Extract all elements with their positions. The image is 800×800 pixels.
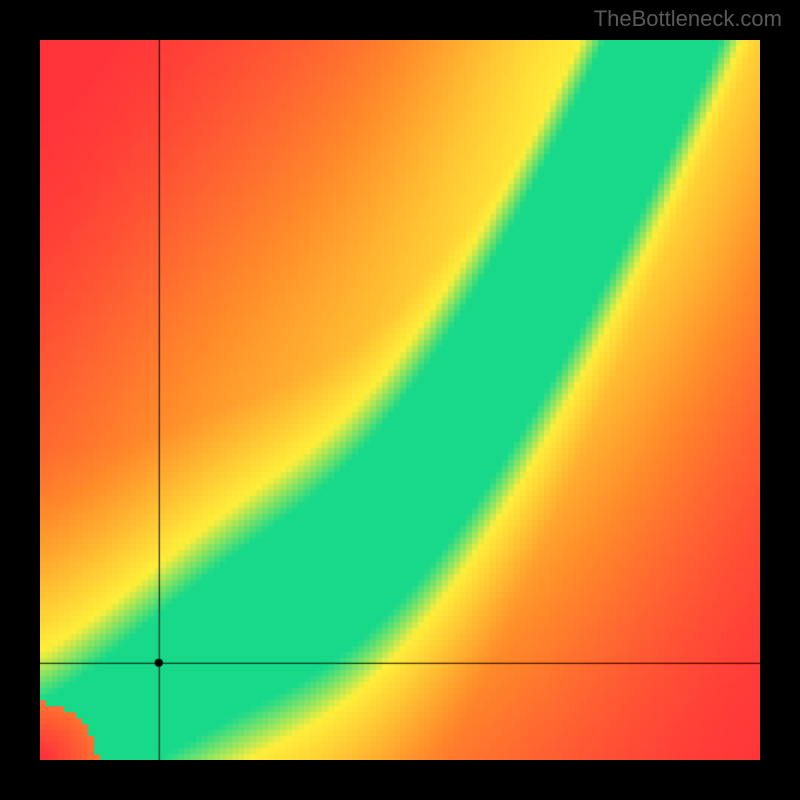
watermark-text: TheBottleneck.com	[594, 6, 782, 32]
heatmap-plot	[40, 40, 760, 760]
heatmap-canvas	[40, 40, 760, 760]
